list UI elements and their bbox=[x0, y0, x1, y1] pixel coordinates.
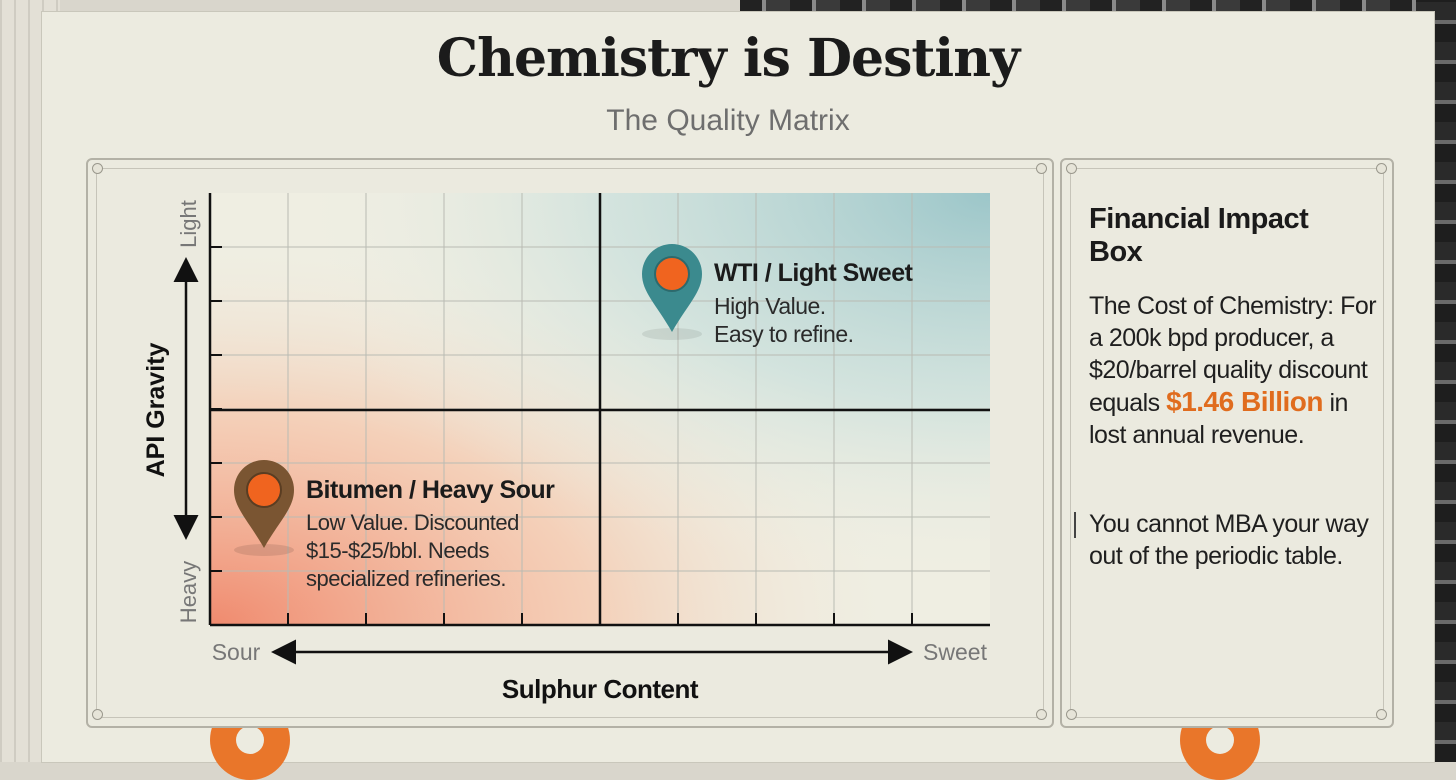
quality-matrix-diagram: Light Heavy API Gravity Sour Sweet Sulph… bbox=[142, 193, 990, 704]
axis-ticks bbox=[210, 246, 913, 625]
impact-box-quote: You cannot MBA your way out of the perio… bbox=[1089, 510, 1369, 570]
impact-highlight-value: $1.46 Billion bbox=[1166, 386, 1324, 417]
impact-body-text: The Cost of Chemistry: For a 200k bpd pr… bbox=[1089, 292, 1377, 417]
pin-dot bbox=[654, 256, 690, 292]
bolt-icon bbox=[1066, 163, 1077, 174]
bolt-icon bbox=[1066, 709, 1077, 720]
y-axis-top-label: Light bbox=[176, 200, 201, 248]
marker-title: WTI / Light Sweet bbox=[714, 259, 914, 287]
bolt-icon bbox=[92, 163, 103, 174]
marker-desc-line: Low Value. Discounted bbox=[306, 510, 519, 535]
y-axis-title: API Gravity bbox=[142, 343, 170, 478]
marker-desc-line: Easy to refine. bbox=[714, 321, 854, 347]
background-film-strip-top bbox=[740, 0, 1456, 14]
marker-wti-light-sweet: WTI / Light Sweet High Value. Easy to re… bbox=[642, 244, 914, 347]
impact-box-title: Financial Impact Box bbox=[1089, 203, 1309, 268]
y-axis-bottom-label: Heavy bbox=[176, 561, 201, 623]
matrix-frame-inner-border bbox=[96, 168, 1044, 718]
bolt-icon bbox=[92, 709, 103, 720]
marker-bitumen-heavy-sour: Bitumen / Heavy Sour Low Value. Discount… bbox=[234, 460, 556, 591]
bolt-icon bbox=[1036, 709, 1047, 720]
x-axis-left-label: Sour bbox=[212, 639, 261, 665]
x-axis-title: Sulphur Content bbox=[502, 674, 699, 704]
marker-title: Bitumen / Heavy Sour bbox=[306, 476, 555, 504]
page-title: Chemistry is Destiny bbox=[436, 28, 1020, 89]
marker-desc-line: $15-$25/bbl. Needs bbox=[306, 538, 490, 563]
marker-desc-line: specialized refineries. bbox=[306, 566, 506, 591]
page-subtitle: The Quality Matrix bbox=[606, 104, 850, 137]
marker-desc-line: High Value. bbox=[714, 293, 826, 319]
impact-box-frame bbox=[1060, 158, 1394, 728]
pin-shadow bbox=[234, 544, 294, 556]
impact-body-text-end: in lost annual revenue. bbox=[1089, 389, 1348, 449]
quote-mark bbox=[1074, 512, 1076, 538]
pin-dot bbox=[246, 472, 282, 508]
impact-box-frame-inner-border bbox=[1070, 168, 1384, 718]
pin-shadow bbox=[642, 328, 702, 340]
bolt-icon bbox=[1376, 709, 1387, 720]
x-axis-right-label: Sweet bbox=[923, 639, 988, 665]
bolt-icon bbox=[1036, 163, 1047, 174]
impact-box-body: The Cost of Chemistry: For a 200k bpd pr… bbox=[1089, 290, 1379, 451]
bolt-icon bbox=[1376, 163, 1387, 174]
